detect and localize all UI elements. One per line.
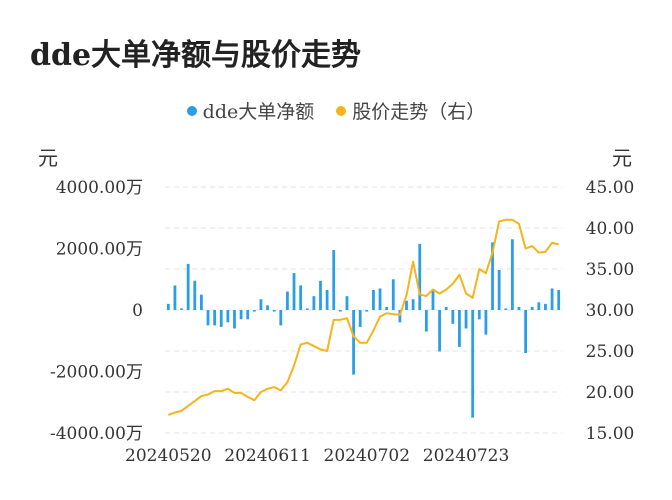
- dde-bar: [431, 290, 435, 310]
- dde-bar: [497, 270, 501, 310]
- dde-bar: [491, 242, 494, 310]
- dde-bar: [213, 310, 217, 326]
- legend-dot-dde: [186, 106, 197, 116]
- price-line: [167, 218, 559, 416]
- dde-bar: [226, 310, 230, 323]
- dde-bar: [180, 308, 183, 310]
- legend-dot-price: [336, 106, 347, 116]
- dde-bar: [352, 310, 355, 375]
- right-axis-tick-label: 40.00: [586, 219, 635, 239]
- dde-bar: [424, 310, 428, 332]
- left-axis-tick-label: -4000.00万: [50, 424, 143, 444]
- dde-bar: [530, 306, 534, 310]
- dde-bar: [286, 291, 289, 310]
- right-axis-tick-label: 45.00: [586, 178, 635, 198]
- dde-bar: [305, 308, 309, 310]
- legend: dde大单净额 股价走势（右）: [0, 97, 672, 124]
- dde-bar: [186, 263, 190, 311]
- dde-bar: [292, 273, 296, 310]
- right-axis-tick-label: 35.00: [586, 260, 635, 280]
- dde-bar: [484, 310, 488, 335]
- right-axis-tick-label: 25.00: [586, 342, 635, 362]
- left-axis-tick-label: 0: [132, 301, 143, 321]
- dde-bar: [537, 302, 541, 310]
- dde-bar: [246, 310, 250, 320]
- legend-label-dde: dde大单净额: [202, 101, 315, 123]
- dde-bar: [272, 310, 276, 312]
- dde-bar: [200, 294, 203, 311]
- legend-item-price[interactable]: 股价走势（右）: [336, 97, 485, 124]
- left-axis-tick-label: 2000.00万: [56, 240, 143, 260]
- dde-bar: [411, 299, 415, 310]
- dde-bar: [391, 279, 395, 310]
- right-axis-unit: 元: [612, 146, 632, 170]
- dde-bar: [299, 285, 303, 310]
- dde-bar: [510, 239, 514, 310]
- dde-bar: [385, 306, 389, 310]
- x-axis-tick-label: 20240723: [423, 446, 510, 466]
- dde-bar: [206, 310, 210, 326]
- right-axis-tick-label: 15.00: [586, 424, 635, 444]
- dde-bar: [173, 285, 177, 310]
- chart-title: dde大单净额与股价走势: [30, 38, 362, 73]
- dde-bar: [557, 290, 561, 310]
- dde-bar: [458, 310, 461, 347]
- dde-bar: [312, 296, 316, 310]
- dde-bar: [166, 303, 170, 310]
- left-axis-tick-label: -2000.00万: [50, 363, 143, 383]
- x-axis-tick-label: 20240520: [125, 446, 212, 466]
- dde-bar: [544, 303, 547, 310]
- dde-bar: [365, 310, 369, 312]
- dde-bar: [239, 310, 243, 320]
- dde-bar: [504, 308, 508, 310]
- dde-bar: [338, 310, 342, 312]
- dde-bar: [345, 296, 349, 310]
- x-axis-tick-label: 20240702: [324, 446, 411, 466]
- dde-bar: [332, 250, 336, 310]
- dde-bar: [358, 310, 362, 327]
- dde-bar: [193, 280, 197, 310]
- dde-bar: [219, 310, 223, 327]
- legend-item-dde[interactable]: dde大单净额: [186, 97, 315, 124]
- dde-bar: [319, 280, 322, 310]
- dde-bar: [477, 310, 481, 320]
- dde-bar: [405, 300, 408, 310]
- dde-bar: [325, 290, 329, 310]
- dde-bar: [517, 306, 521, 310]
- dde-bar: [259, 299, 263, 310]
- left-axis-tick-label: 4000.00万: [56, 178, 143, 198]
- dde-bar: [398, 310, 402, 323]
- dde-bar: [524, 310, 527, 354]
- right-axis-tick-label: 20.00: [586, 383, 635, 403]
- dde-bar: [451, 310, 455, 324]
- x-axis-tick-label: 20240611: [224, 446, 311, 466]
- right-axis-tick-label: 30.00: [586, 301, 635, 321]
- dde-bar: [444, 306, 448, 310]
- dde-bar: [471, 310, 475, 418]
- legend-label-price: 股价走势（右）: [352, 101, 486, 123]
- dde-bar: [266, 305, 269, 310]
- dde-bar: [378, 288, 382, 310]
- dde-bar: [438, 310, 441, 352]
- dde-bar: [252, 310, 256, 312]
- dde-bar: [279, 310, 283, 326]
- dde-bar: [550, 288, 554, 310]
- dde-bar: [372, 290, 375, 310]
- dde-bar: [464, 310, 468, 329]
- left-axis-unit: 元: [38, 146, 58, 170]
- dde-bar: [233, 310, 236, 329]
- dde-bar: [418, 243, 422, 310]
